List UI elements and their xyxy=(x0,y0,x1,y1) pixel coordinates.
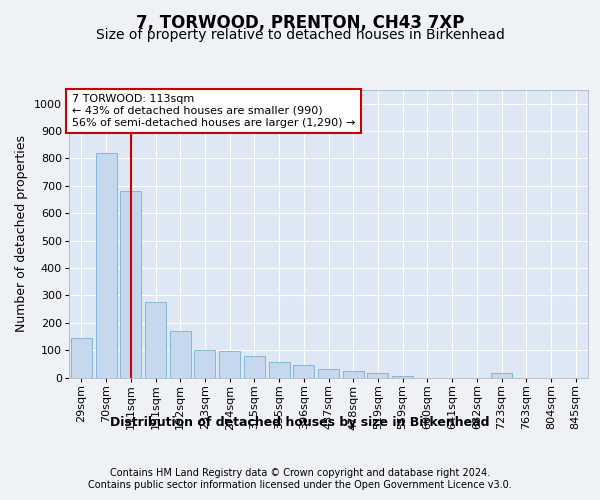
Bar xyxy=(367,372,388,378)
Text: Distribution of detached houses by size in Birkenhead: Distribution of detached houses by size … xyxy=(110,416,490,429)
Bar xyxy=(318,370,339,378)
Text: 7 TORWOOD: 113sqm
← 43% of detached houses are smaller (990)
56% of semi-detache: 7 TORWOOD: 113sqm ← 43% of detached hous… xyxy=(71,94,355,128)
Bar xyxy=(343,370,364,378)
Bar xyxy=(293,365,314,378)
Bar xyxy=(392,376,413,378)
Bar xyxy=(120,192,141,378)
Y-axis label: Number of detached properties: Number of detached properties xyxy=(16,135,29,332)
Bar xyxy=(71,338,92,378)
Text: Size of property relative to detached houses in Birkenhead: Size of property relative to detached ho… xyxy=(95,28,505,42)
Bar xyxy=(219,352,240,378)
Text: Contains public sector information licensed under the Open Government Licence v3: Contains public sector information licen… xyxy=(88,480,512,490)
Bar xyxy=(244,356,265,378)
Text: 7, TORWOOD, PRENTON, CH43 7XP: 7, TORWOOD, PRENTON, CH43 7XP xyxy=(136,14,464,32)
Text: Contains HM Land Registry data © Crown copyright and database right 2024.: Contains HM Land Registry data © Crown c… xyxy=(110,468,490,477)
Bar xyxy=(145,302,166,378)
Bar xyxy=(170,331,191,378)
Bar xyxy=(491,374,512,378)
Bar xyxy=(194,350,215,378)
Bar xyxy=(95,153,116,378)
Bar xyxy=(269,362,290,378)
